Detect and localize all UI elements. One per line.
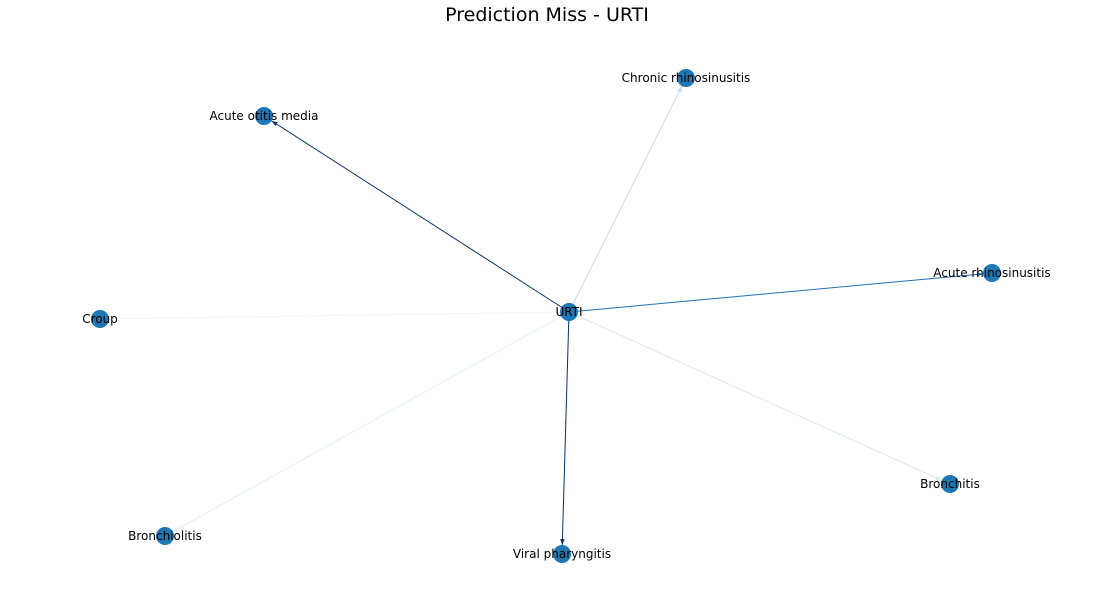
node-label-viral-pharyngitis: Viral pharyngitis bbox=[513, 547, 611, 561]
node-acute-rhinosinusitis[interactable] bbox=[983, 264, 1001, 282]
node-label-acute-rhinosinusitis: Acute rhinosinusitis bbox=[933, 266, 1050, 280]
node-croup[interactable] bbox=[91, 310, 109, 328]
node-viral-pharyngitis[interactable] bbox=[553, 545, 571, 563]
node-label-bronchitis: Bronchitis bbox=[920, 477, 980, 491]
edges-layer bbox=[108, 85, 984, 546]
node-label-bronchiolitis: Bronchiolitis bbox=[128, 529, 202, 543]
edge-urti-to-bronchiolitis bbox=[172, 311, 570, 533]
arrowhead-bronchiolitis bbox=[172, 526, 180, 532]
edge-urti-to-acute-rhinosinusitis bbox=[568, 273, 984, 313]
edge-urti-to-acute-otitis-media bbox=[271, 120, 570, 313]
chart-title: Prediction Miss - URTI bbox=[445, 4, 649, 26]
edge-urti-to-croup bbox=[108, 311, 570, 320]
edge-urti-to-chronic-rhinosinusitis bbox=[568, 85, 683, 313]
labels-layer: URTI Chronic rhinosinusitis Acute otitis m… bbox=[82, 71, 1051, 561]
edge-urti-to-bronchitis bbox=[568, 311, 943, 481]
arrowhead-acute-rhinosinusitis bbox=[976, 272, 984, 277]
node-bronchiolitis[interactable] bbox=[156, 527, 174, 545]
node-label-urti: URTI bbox=[555, 305, 582, 319]
node-label-acute-otitis-media: Acute otitis media bbox=[210, 109, 319, 123]
node-acute-otitis-media[interactable] bbox=[255, 107, 273, 125]
node-chronic-rhinosinusitis[interactable] bbox=[677, 69, 695, 87]
arrowhead-chronic-rhinosinusitis bbox=[677, 86, 682, 93]
node-label-chronic-rhinosinusitis: Chronic rhinosinusitis bbox=[622, 71, 751, 85]
arrowhead-viral-pharyngitis bbox=[560, 538, 565, 546]
arrowhead-bronchitis bbox=[935, 475, 942, 481]
arrowhead-acute-otitis-media bbox=[271, 120, 278, 126]
node-bronchitis[interactable] bbox=[941, 475, 959, 493]
arrowhead-croup bbox=[108, 316, 116, 321]
nodes-layer bbox=[91, 69, 1001, 563]
edge-urti-to-viral-pharyngitis bbox=[561, 311, 570, 546]
node-urti[interactable] bbox=[560, 303, 578, 321]
node-label-croup: Croup bbox=[82, 312, 118, 326]
